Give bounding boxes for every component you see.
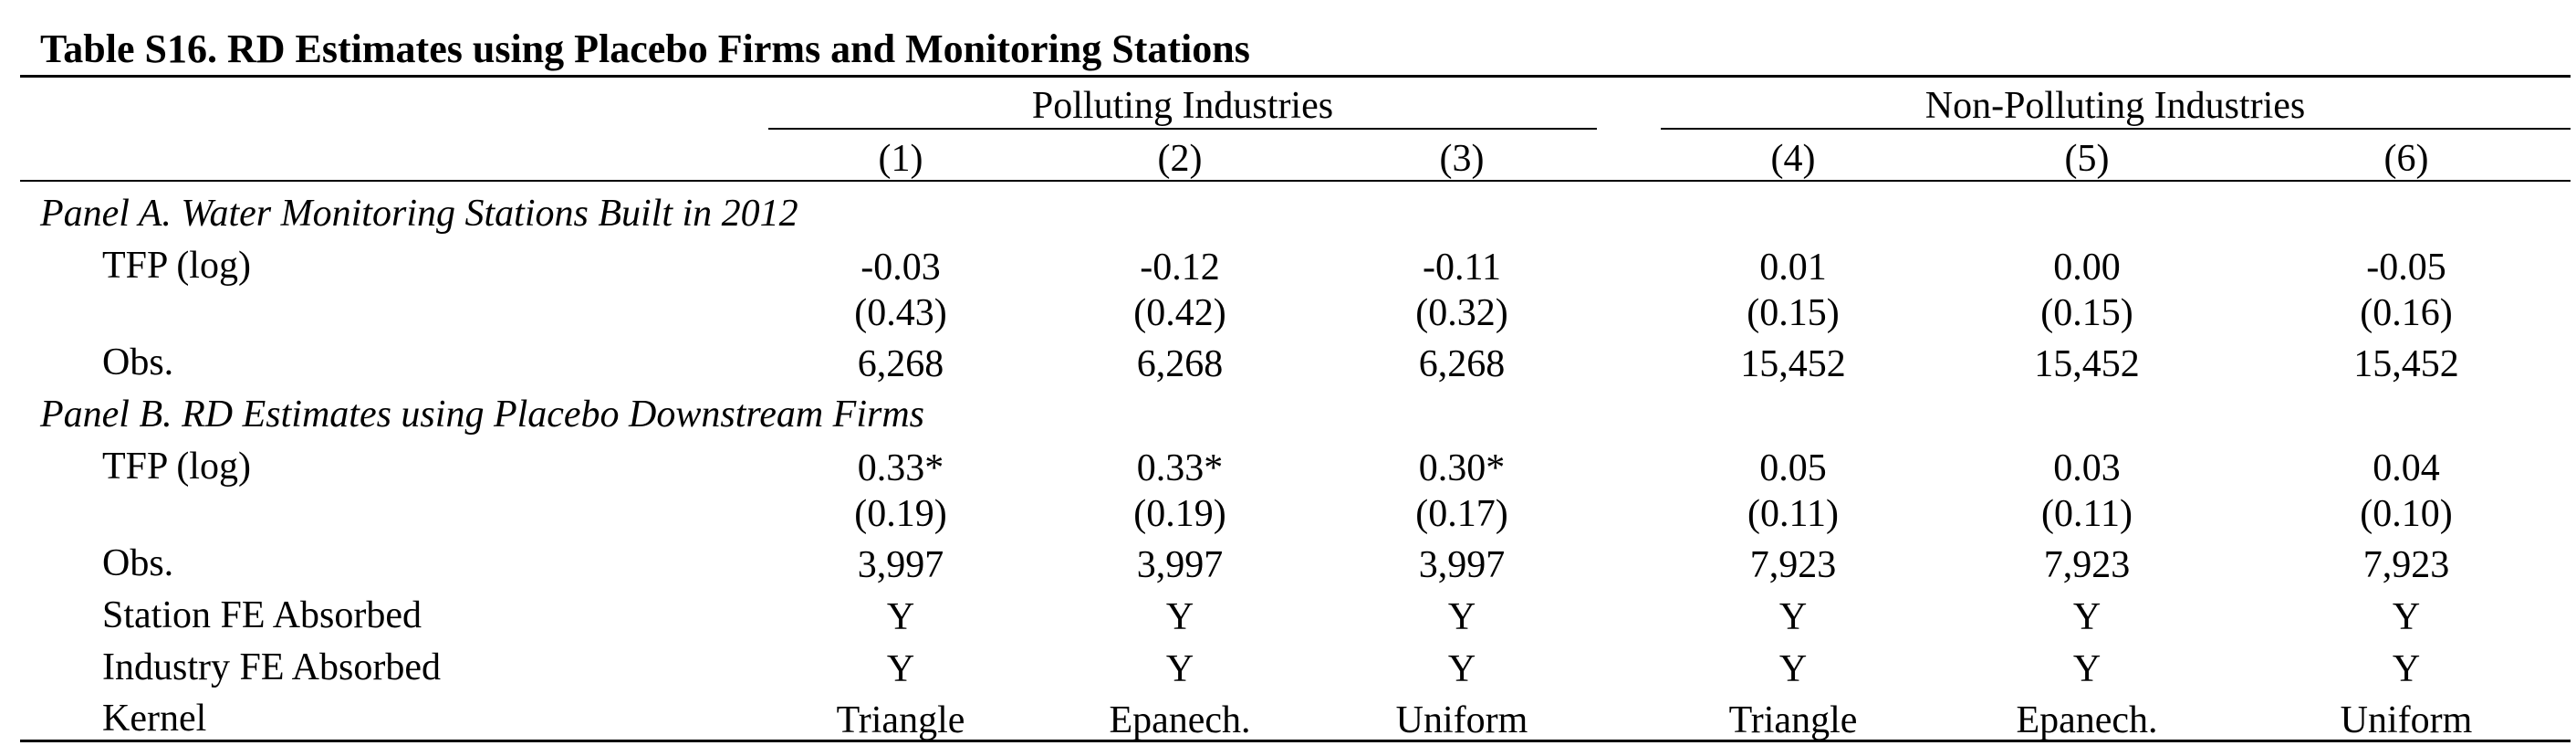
row-label-obs: Obs. [102, 542, 174, 584]
table-cell: Uniform [2340, 699, 2473, 741]
table-cell: (0.43) [854, 292, 947, 334]
table-cell: Y [1447, 596, 1476, 638]
table-title: Table S16. RD Estimates using Placebo Fi… [40, 26, 1250, 71]
row-label-tfp: TFP (log) [102, 446, 251, 488]
table-cell: Epanech. [2016, 699, 2158, 741]
table-cell: 0.33* [857, 447, 944, 489]
table-cell: Y [1447, 648, 1476, 690]
table-cell: (0.15) [2040, 292, 2133, 334]
table-cell: (0.19) [1133, 493, 1226, 535]
table-cell: 15,452 [2034, 343, 2140, 385]
table-cell: -0.11 [1423, 247, 1501, 289]
table-cell: 6,268 [1136, 343, 1224, 385]
table-cell: (0.32) [1415, 292, 1508, 334]
group-header-polluting: Polluting Industries [1031, 85, 1334, 127]
table-cell: -0.12 [1140, 247, 1220, 289]
row-label-station-fe: Station FE Absorbed [102, 594, 422, 636]
table-cell: 0.30* [1418, 447, 1506, 489]
column-header: (5) [2064, 138, 2110, 180]
top-rule [20, 75, 2571, 78]
table-cell: (0.42) [1133, 292, 1226, 334]
table-cell: (0.11) [2041, 493, 2133, 535]
table-cell: Y [1778, 648, 1808, 690]
group-rule-polluting [768, 128, 1597, 130]
table-cell: 3,997 [1136, 544, 1224, 586]
group-rule-non-polluting [1661, 128, 2571, 130]
table-cell: 0.01 [1759, 247, 1827, 289]
table-cell: (0.17) [1415, 493, 1508, 535]
table-cell: (0.15) [1747, 292, 1840, 334]
table-cell: 7,923 [2362, 544, 2450, 586]
column-header: (6) [2383, 138, 2429, 180]
panel-a-title: Panel A. Water Monitoring Stations Built… [40, 193, 798, 235]
row-label-obs: Obs. [102, 341, 174, 383]
table-cell: 3,997 [857, 544, 944, 586]
row-label-kernel: Kernel [102, 698, 207, 740]
column-header: (2) [1157, 138, 1203, 180]
table-cell: 15,452 [2353, 343, 2459, 385]
table-cell: Triangle [836, 699, 965, 741]
table-cell: 0.03 [2053, 447, 2121, 489]
table-cell: Y [2072, 648, 2101, 690]
table-cell: (0.16) [2360, 292, 2453, 334]
table-cell: (0.10) [2360, 493, 2453, 535]
table-cell: (0.19) [854, 493, 947, 535]
table-cell: Epanech. [1109, 699, 1251, 741]
table-cell: Y [1778, 596, 1808, 638]
table-cell: 6,268 [1418, 343, 1506, 385]
table-cell: 0.04 [2373, 447, 2440, 489]
table-cell: 7,923 [2043, 544, 2131, 586]
table-cell: -0.05 [2366, 247, 2446, 289]
table-cell: 0.00 [2053, 247, 2121, 289]
column-header: (3) [1439, 138, 1485, 180]
table-cell: 3,997 [1418, 544, 1506, 586]
table-cell: (0.11) [1747, 493, 1839, 535]
table-cell: 0.33* [1136, 447, 1224, 489]
table-cell: 6,268 [857, 343, 944, 385]
table-cell: Y [2392, 648, 2421, 690]
table-cell: 15,452 [1740, 343, 1846, 385]
table-cell: Triangle [1728, 699, 1858, 741]
group-header-non-polluting: Non-Polluting Industries [1924, 85, 2306, 127]
table-cell: Y [1165, 596, 1194, 638]
table-cell: 7,923 [1749, 544, 1837, 586]
row-label-industry-fe: Industry FE Absorbed [102, 646, 441, 688]
header-rule [20, 180, 2571, 182]
table-cell: Y [886, 596, 915, 638]
bottom-rule [20, 740, 2571, 742]
row-label-tfp: TFP (log) [102, 245, 251, 287]
table-cell: Y [1165, 648, 1194, 690]
table-cell: Y [2072, 596, 2101, 638]
table-cell: Y [2392, 596, 2421, 638]
panel-b-title: Panel B. RD Estimates using Placebo Down… [40, 394, 925, 436]
table-cell: Y [886, 648, 915, 690]
column-header: (4) [1770, 138, 1816, 180]
table-cell: 0.05 [1759, 447, 1827, 489]
table-cell: -0.03 [860, 247, 941, 289]
column-header: (1) [878, 138, 923, 180]
table-cell: Uniform [1395, 699, 1528, 741]
